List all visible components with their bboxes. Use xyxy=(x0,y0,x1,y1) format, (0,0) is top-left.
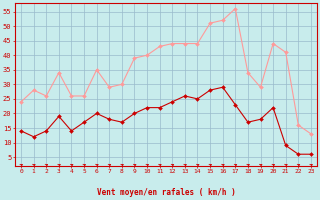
X-axis label: Vent moyen/en rafales ( km/h ): Vent moyen/en rafales ( km/h ) xyxy=(97,188,236,197)
